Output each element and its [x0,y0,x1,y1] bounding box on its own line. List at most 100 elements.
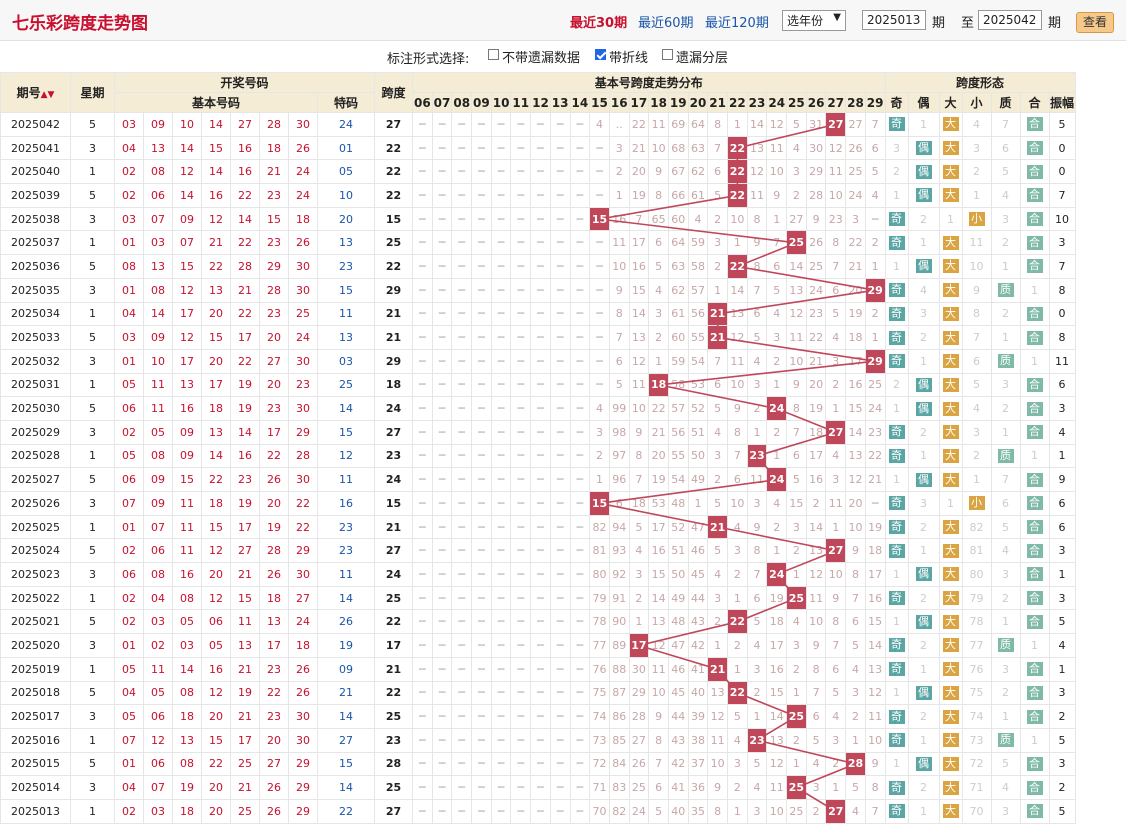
miss-value: 78 [589,609,610,635]
miss-dash: ━ [490,301,512,327]
miss-dash: ━ [490,348,512,374]
miss-value: 58 [687,254,709,279]
basic-number: 24 [288,159,318,185]
week-cell: 3 [70,135,115,161]
miss-value: 6 [707,372,728,398]
recent-120-link[interactable]: 最近120期 [705,16,769,31]
shape-cell: 奇 [884,325,909,350]
miss-value: 10 [648,680,669,706]
issue-header[interactable]: 期号▲▼ [0,72,71,113]
span-hit-marker: 25 [786,230,807,256]
shape-tag: 合 [1026,401,1043,416]
special-number: 27 [317,727,375,753]
layer-label[interactable]: 遗漏分层 [676,51,729,66]
miss-value: 76 [589,656,610,682]
miss-dash: ━ [490,372,512,398]
miss-value: 4 [727,727,748,753]
shape-col-0: 奇 [884,92,909,113]
shape-tag: 合 [1026,756,1043,771]
miss-value: 89 [608,633,630,658]
shape-cell: 大 [938,301,963,327]
miss-dash: ━ [530,372,551,398]
shape-tag: 大 [942,662,959,677]
layer-checkbox[interactable] [662,49,673,60]
miss-dash: ━ [569,254,591,279]
basic-number: 30 [288,562,318,587]
shape-header: 跨度形态 [884,72,1076,93]
miss-dash: ━ [451,727,473,753]
miss-value: 2 [805,798,827,824]
miss-dash: ━ [510,633,532,658]
no-miss-checkbox[interactable] [488,49,499,60]
basic-number: 01 [114,230,144,256]
span-value: 21 [374,301,413,327]
miss-value: 85 [608,727,630,753]
span-col-24: 24 [766,92,788,113]
shape-cell: 大 [938,396,963,421]
miss-dash: ━ [589,254,610,279]
miss-dash: ━ [510,230,532,256]
issue-cell: 2025024 [0,538,71,564]
miss-value: 6 [608,348,630,374]
no-miss-label[interactable]: 不带遗漏数据 [502,51,581,66]
polyline-checkbox[interactable] [595,49,606,60]
basic-number: 11 [172,514,202,540]
shape-tag: 大 [942,543,959,558]
start-issue-input[interactable]: 2025013 [862,10,926,30]
amplitude-cell: 8 [1048,277,1076,303]
shape-miss: 1 [884,680,909,706]
view-button[interactable]: 查看 [1076,12,1114,33]
shape-miss: 1 [907,112,940,137]
miss-dash: ━ [412,348,433,374]
shape-cell: 偶 [907,159,940,185]
polyline-label[interactable]: 带折线 [609,51,649,66]
miss-value: 2 [608,159,630,185]
miss-value: 97 [608,443,630,469]
shape-miss: 11 [961,230,992,256]
miss-dash: ━ [451,704,473,729]
shape-cell: 合 [1019,680,1050,706]
miss-dash: ━ [431,183,453,208]
year-select[interactable]: 选年份 ▼ [782,10,846,31]
miss-dash: ━ [569,230,591,256]
shape-cell: 奇 [884,348,909,374]
basic-number: 24 [288,325,318,350]
basic-number: 14 [172,183,202,208]
miss-value: 14 [805,514,827,540]
basic-number: 22 [259,443,289,469]
miss-value: 6 [746,301,768,327]
shape-tag: 偶 [915,377,932,392]
miss-value: 74 [589,704,610,729]
miss-dash: ━ [471,704,492,729]
miss-dash: ━ [549,491,571,516]
shape-tag: 奇 [888,496,905,511]
miss-dash: ━ [451,277,473,303]
miss-value: 12 [628,348,650,374]
shape-miss: 78 [961,609,992,635]
miss-value: 1 [766,206,788,232]
basic-number: 20 [201,348,231,374]
miss-dash: ━ [569,751,591,777]
shape-cell: 大 [938,277,963,303]
miss-dash: ━ [451,491,473,516]
basic-number: 24 [288,183,318,208]
shape-tag: 偶 [915,756,932,771]
miss-value: 17 [864,562,886,587]
span-col-19: 19 [667,92,689,113]
basic-number: 16 [230,443,260,469]
shape-cell: 大 [938,538,963,564]
miss-value: 2 [707,467,728,492]
page-title: 七乐彩跨度走势图 [12,14,148,34]
miss-value: 10 [707,751,728,777]
special-number: 26 [317,609,375,635]
recent-60-link[interactable]: 最近60期 [638,16,694,31]
miss-dash: ━ [471,798,492,824]
miss-value: 25 [864,372,886,398]
end-issue-input[interactable]: 2025042 [978,10,1042,30]
shape-cell: 奇 [884,514,909,540]
shape-miss: 4 [990,183,1021,208]
recent-30-link[interactable]: 最近30期 [570,16,628,31]
miss-dash: ━ [569,704,591,729]
special-number: 16 [317,491,375,516]
miss-value: 10 [864,727,886,753]
